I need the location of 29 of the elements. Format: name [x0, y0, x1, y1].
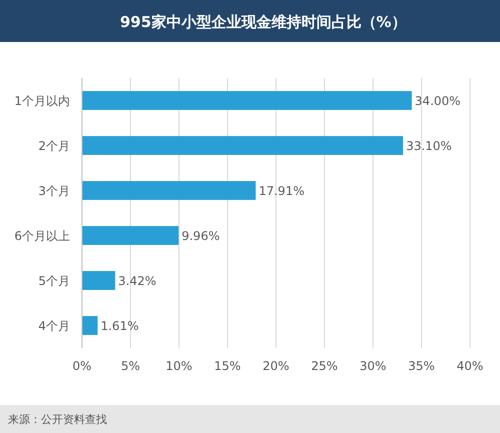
chart-title: 995家中小型企业现金维持时间占比（%）: [120, 13, 406, 31]
y-tick-label: 6个月以上: [14, 229, 70, 243]
bar: [82, 91, 412, 110]
x-tick-label: 0%: [72, 359, 92, 373]
bar: [82, 226, 179, 245]
y-tick-label: 3个月: [38, 184, 70, 198]
data-label: 34.00%: [414, 94, 461, 108]
bar: [82, 316, 98, 335]
x-tick-label: 15%: [214, 359, 241, 373]
bar: [82, 136, 404, 155]
data-label: 9.96%: [182, 229, 220, 243]
y-tick-label: 2个月: [38, 139, 70, 153]
bar: [82, 271, 116, 290]
data-label: 33.10%: [406, 139, 452, 153]
source-note: 来源：公开资料查找: [8, 413, 107, 426]
y-tick-label: 4个月: [38, 319, 70, 333]
data-label: 17.91%: [258, 184, 304, 198]
y-tick-label: 5个月: [38, 274, 70, 288]
bar: [82, 181, 256, 200]
x-tick-label: 30%: [360, 359, 386, 373]
x-tick-label: 20%: [262, 359, 290, 373]
x-tick-label: 40%: [456, 359, 484, 373]
y-tick-label: 1个月以内: [14, 94, 70, 108]
x-tick-label: 5%: [120, 359, 140, 373]
x-tick-label: 10%: [166, 359, 192, 373]
data-label: 1.61%: [100, 319, 139, 333]
data-label: 3.42%: [118, 274, 156, 288]
x-tick-label: 25%: [311, 359, 338, 373]
x-tick-label: 35%: [408, 359, 435, 373]
